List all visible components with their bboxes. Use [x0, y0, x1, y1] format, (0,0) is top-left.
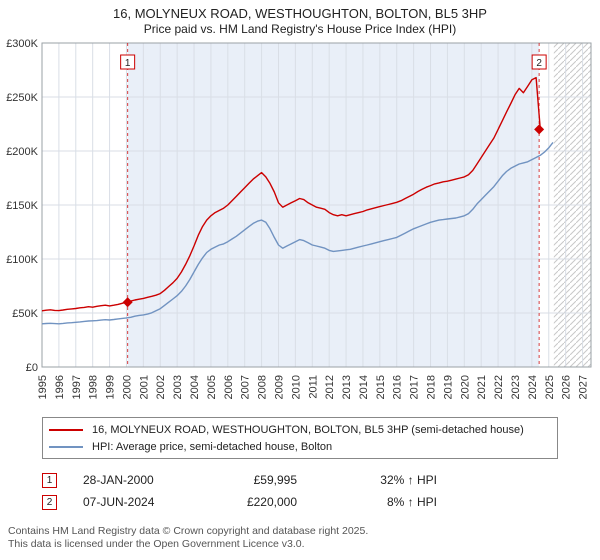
- y-tick-label: £300K: [6, 38, 38, 50]
- x-tick-label: 2009: [273, 375, 285, 399]
- x-tick-label: 2021: [476, 375, 488, 399]
- x-tick-label: 2002: [155, 375, 167, 399]
- x-tick-label: 1995: [37, 375, 49, 399]
- x-tick-label: 2019: [442, 375, 454, 399]
- x-tick-label: 2001: [138, 375, 150, 399]
- legend-label-hpi: HPI: Average price, semi-detached house,…: [92, 440, 333, 453]
- sale-price: £220,000: [246, 495, 297, 509]
- x-tick-label: 1999: [105, 375, 117, 399]
- license-line-2: This data is licensed under the Open Gov…: [8, 538, 305, 550]
- x-tick-label: 2000: [121, 375, 133, 399]
- x-tick-label: 1997: [71, 375, 83, 399]
- legend-label-property: 16, MOLYNEUX ROAD, WESTHOUGHTON, BOLTON,…: [92, 423, 524, 436]
- sale-hpi-change: 8% ↑ HPI: [386, 495, 437, 509]
- x-tick-label: 2013: [341, 375, 353, 399]
- license-note: Contains HM Land Registry data © Crown c…: [8, 525, 600, 551]
- sale-marker: [534, 124, 545, 135]
- y-tick-label: £200K: [6, 146, 38, 158]
- sale-price: £59,995: [253, 473, 297, 487]
- sale-number-badge: 1: [42, 472, 57, 488]
- hpi-line-sample: [49, 445, 83, 448]
- sale-number-box: [120, 54, 136, 70]
- x-tick-label: 1998: [88, 375, 100, 399]
- x-tick-label: 2010: [290, 375, 302, 399]
- table-row: 2 07-JUN-2024 £220,000 8% ↑ HPI: [42, 491, 600, 513]
- x-tick-label: 2014: [358, 375, 370, 399]
- x-tick-label: 2005: [206, 375, 218, 399]
- x-tick-label: 2011: [307, 375, 319, 399]
- property-line-sample: [49, 428, 83, 431]
- page-title: 16, MOLYNEUX ROAD, WESTHOUGHTON, BOLTON,…: [113, 6, 487, 21]
- y-tick-label: £0: [26, 362, 38, 374]
- sale-number-box-label: 2: [536, 58, 542, 69]
- legend-item-hpi: HPI: Average price, semi-detached house,…: [49, 438, 551, 455]
- x-tick-label: 2007: [240, 375, 252, 399]
- x-tick-label: 2022: [493, 375, 505, 399]
- sale-marker: [122, 297, 133, 308]
- y-tick-label: £250K: [6, 92, 38, 104]
- chart-legend: 16, MOLYNEUX ROAD, WESTHOUGHTON, BOLTON,…: [42, 417, 558, 459]
- y-tick-label: £100K: [6, 254, 38, 266]
- x-tick-label: 2016: [392, 375, 404, 399]
- x-tick-label: 2020: [459, 375, 471, 399]
- hpi-average-line: [41, 141, 554, 325]
- sale-number-badge: 2: [42, 494, 57, 510]
- x-tick-label: 2015: [375, 375, 387, 399]
- x-tick-label: 2024: [527, 375, 539, 399]
- legend-item-property: 16, MOLYNEUX ROAD, WESTHOUGHTON, BOLTON,…: [49, 421, 551, 438]
- x-tick-label: 2025: [544, 375, 556, 399]
- x-tick-label: 1996: [54, 375, 66, 399]
- sale-date: 28-JAN-2000: [83, 473, 154, 487]
- x-tick-label: 2026: [561, 375, 573, 399]
- sale-number-box-label: 1: [125, 58, 131, 69]
- x-tick-label: 2003: [172, 375, 184, 399]
- x-tick-label: 2027: [578, 375, 590, 399]
- sale-date: 07-JUN-2024: [83, 495, 155, 509]
- price-history-chart: £0 £50K £100K £150K £200K £250K £300K 1995 1996 1…: [6, 38, 592, 399]
- y-tick-label: £50K: [12, 308, 38, 320]
- x-tick-label: 2023: [510, 375, 522, 399]
- y-tick-label: £150K: [6, 200, 38, 212]
- license-line-1: Contains HM Land Registry data © Crown c…: [8, 525, 369, 537]
- x-tick-label: 2017: [409, 375, 421, 399]
- page-subtitle: Price paid vs. HM Land Registry's House …: [143, 22, 457, 36]
- x-tick-label: 2012: [324, 375, 336, 399]
- x-tick-label: 2006: [223, 375, 235, 399]
- sale-number-box: [531, 54, 547, 70]
- x-tick-label: 2008: [257, 375, 269, 399]
- x-tick-label: 2018: [426, 375, 438, 399]
- transactions-table: 1 28-JAN-2000 £59,995 32% ↑ HPI 2 07-JUN…: [42, 469, 600, 513]
- chart-header: 16, MOLYNEUX ROAD, WESTHOUGHTON, BOLTON,…: [0, 0, 600, 37]
- x-tick-label: 2004: [189, 375, 201, 399]
- table-row: 1 28-JAN-2000 £59,995 32% ↑ HPI: [42, 469, 600, 491]
- sale-hpi-change: 32% ↑ HPI: [380, 473, 437, 487]
